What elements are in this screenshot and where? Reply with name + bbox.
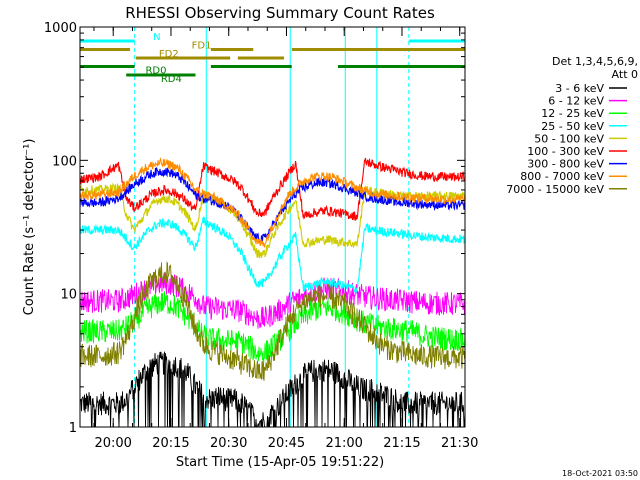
x-tick-label: 21:30	[441, 436, 478, 451]
flag-RD4: RD4	[126, 73, 196, 85]
flag-FD2: FD2	[135, 49, 285, 60]
x-tick-label: 21:00	[325, 436, 362, 451]
y-axis-label: Count Rate (s⁻¹ detector⁻¹)	[22, 139, 37, 316]
flag-label-RD0: RD0	[145, 66, 166, 77]
series-line-4	[80, 182, 465, 259]
x-tick-label: 21:15	[383, 436, 420, 451]
chart-title: RHESSI Observing Summary Count Rates	[125, 4, 435, 22]
y-tick-label: 10	[60, 288, 77, 303]
legend-label: 25 - 50 keV	[541, 120, 604, 133]
flag-label-FD1: FD1	[192, 41, 212, 52]
flag-label-RD4: RD4	[161, 74, 182, 85]
series-8	[80, 261, 465, 381]
legend-header-line2: Att 0	[612, 68, 638, 81]
flag-N: N	[80, 32, 465, 43]
x-tick-label: 20:00	[94, 436, 131, 451]
series-line-0	[80, 351, 465, 427]
series-7	[80, 156, 465, 248]
plot-frame	[79, 26, 466, 428]
series-4	[80, 182, 465, 259]
legend-label: 12 - 25 keV	[541, 107, 604, 120]
y-axis: 1 10 100 1000	[44, 21, 465, 436]
series-line-5	[80, 157, 465, 222]
series-line-8	[80, 261, 465, 381]
timestamp: 18-Oct-2021 03:50	[562, 469, 638, 478]
legend-header-line1: Det 1,3,4,5,6,9,	[552, 55, 638, 68]
series-3	[80, 215, 465, 294]
legend-label: 3 - 6 keV	[555, 82, 604, 95]
series-line-2	[80, 291, 465, 365]
series-2	[80, 291, 465, 365]
flag-label-N: N	[153, 32, 160, 43]
y-tick-label: 1000	[44, 21, 77, 36]
legend-label: 7000 - 15000 keV	[506, 183, 604, 196]
y-tick-label: 1	[69, 421, 77, 436]
x-tick-label: 20:15	[152, 436, 189, 451]
flag-FD1: FD1	[80, 41, 465, 52]
series-line-6	[80, 167, 465, 244]
legend-label: 6 - 12 keV	[548, 95, 604, 108]
legend-label: 100 - 300 keV	[527, 145, 604, 158]
legend-label: 300 - 800 keV	[527, 158, 604, 171]
series-line-7	[80, 156, 465, 248]
x-tick-label: 20:30	[210, 436, 247, 451]
x-axis-label: Start Time (15-Apr-05 19:51:22)	[176, 455, 384, 470]
series-6	[80, 167, 465, 244]
series-5	[80, 157, 465, 222]
series-0	[80, 351, 465, 427]
x-axis: 20:00 20:15 20:30 20:45 21:00 21:15 21:30	[93, 27, 478, 451]
legend-label: 50 - 100 keV	[534, 132, 604, 145]
x-tick-label: 20:45	[268, 436, 305, 451]
flag-RD0: RD0	[80, 65, 465, 77]
series-line-3	[80, 215, 465, 294]
flag-label-FD2: FD2	[159, 49, 179, 60]
legend-label: 800 - 7000 keV	[520, 170, 604, 183]
y-tick-label: 100	[52, 154, 77, 169]
